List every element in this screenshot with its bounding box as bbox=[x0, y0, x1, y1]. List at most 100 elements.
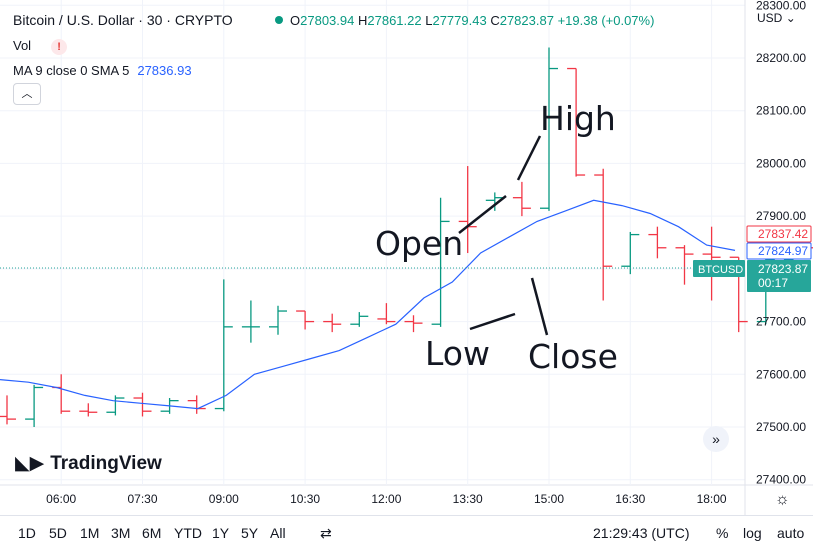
ohlc-bar bbox=[377, 303, 396, 325]
warning-icon[interactable]: ! bbox=[51, 38, 68, 55]
annotation-low: Low bbox=[425, 334, 490, 373]
x-tick-label: 16:30 bbox=[615, 492, 645, 506]
vol-indicator[interactable]: Vol! bbox=[13, 38, 68, 55]
chevron-up-icon: ︿ bbox=[21, 88, 33, 100]
ohlc-bar bbox=[431, 197, 450, 327]
y-tick-label: 28200.00 bbox=[756, 51, 806, 65]
y-tick-label: 27700.00 bbox=[756, 315, 806, 329]
x-tick-label: 18:00 bbox=[697, 492, 727, 506]
x-axis[interactable]: 06:00 07:30 09:00 10:30 12:00 13:30 15:00 16:30… bbox=[46, 492, 727, 506]
ohlc-bar bbox=[296, 310, 315, 330]
open-label: O bbox=[290, 13, 301, 28]
symbol-tag: BTCUSD bbox=[698, 264, 743, 276]
market-open-dot bbox=[275, 16, 283, 24]
y-tick-label: 27600.00 bbox=[756, 367, 806, 381]
ohlc-bar bbox=[404, 315, 423, 333]
x-tick-label: 15:00 bbox=[534, 492, 564, 506]
scroll-to-realtime-button[interactable]: » bbox=[703, 426, 729, 452]
low-value: 27779.43 bbox=[432, 13, 487, 28]
y-tick-label: 28100.00 bbox=[756, 104, 806, 118]
y-tick-label: 28000.00 bbox=[756, 156, 806, 170]
ohlc-bar bbox=[0, 395, 16, 425]
range-6m[interactable]: 6M bbox=[142, 525, 162, 541]
ohlc-bar bbox=[187, 395, 206, 414]
range-1y[interactable]: 1Y bbox=[212, 525, 230, 541]
x-tick-label: 06:00 bbox=[46, 492, 76, 506]
last-tag-box bbox=[747, 260, 811, 292]
date-range-icon[interactable]: ⇄ bbox=[320, 525, 332, 541]
last-tag: 27823.87 bbox=[758, 262, 808, 276]
ohlc-bar bbox=[133, 392, 152, 417]
log-toggle[interactable]: log bbox=[743, 525, 762, 541]
x-tick-label: 10:30 bbox=[290, 492, 320, 506]
high-value: 27861.22 bbox=[367, 13, 422, 28]
ohlc-bar bbox=[269, 305, 287, 335]
annotation-high: High bbox=[540, 99, 616, 138]
price-tags: 27837.42 27824.97 BTCUSD 27823.87 00:17 bbox=[693, 225, 812, 292]
high-tag-box bbox=[746, 242, 812, 260]
open-pointer bbox=[458, 195, 507, 234]
y-tick-label: 28300.00 bbox=[756, 0, 806, 12]
ohlc-bar bbox=[106, 395, 125, 416]
range-1d[interactable]: 1D bbox=[18, 525, 36, 541]
low-label: L bbox=[425, 13, 433, 28]
ohlc-bar bbox=[648, 226, 667, 259]
ohlc-bar bbox=[350, 312, 369, 327]
high-pointer bbox=[516, 135, 542, 181]
auto-toggle[interactable]: auto bbox=[777, 525, 805, 541]
ohlc-bar bbox=[25, 384, 44, 428]
open-value: 27803.94 bbox=[300, 13, 355, 28]
ma-label: MA 9 close 0 SMA 5 bbox=[13, 63, 130, 78]
ohlc-bar bbox=[594, 168, 613, 301]
close-label: C bbox=[490, 13, 500, 28]
ohlc-bar bbox=[79, 403, 98, 417]
ma-tag-box bbox=[746, 225, 812, 243]
range-ytd[interactable]: YTD bbox=[174, 525, 202, 541]
currency-label: USD bbox=[757, 11, 783, 25]
y-tick-label: 27500.00 bbox=[756, 420, 806, 434]
collapse-legend-button[interactable]: ︿ bbox=[13, 83, 41, 105]
percent-toggle[interactable]: % bbox=[716, 525, 729, 541]
ma-indicator[interactable]: MA 9 close 0 SMA 5 27836.93 bbox=[13, 63, 192, 78]
x-tick-label: 12:00 bbox=[371, 492, 401, 506]
x-tick-label: 09:00 bbox=[209, 492, 239, 506]
ohlc-bar bbox=[458, 166, 477, 254]
ohlc-bar bbox=[214, 279, 233, 412]
watermark-text: TradingView bbox=[50, 453, 162, 474]
countdown-tag: 00:17 bbox=[758, 276, 788, 290]
high-tag: 27824.97 bbox=[758, 244, 808, 258]
currency-selector[interactable]: USD ⌄ bbox=[757, 11, 796, 25]
ohlc-bars bbox=[0, 47, 813, 428]
ohlc-bar bbox=[567, 67, 586, 177]
ohlc-bar bbox=[485, 192, 504, 211]
ohlc-bar bbox=[241, 300, 260, 343]
y-axis[interactable]: 27400.00 27500.00 27600.00 27700.00 27900.00… bbox=[756, 0, 806, 487]
ohlc-bar bbox=[512, 181, 531, 217]
symbol-tag-box bbox=[693, 260, 745, 277]
annotation-open: Open bbox=[375, 224, 463, 263]
bottom-toolbar: 1D 5D 1M 3M 6M YTD 1Y 5Y All ⇄ 21:29:43 … bbox=[0, 515, 813, 548]
range-5y[interactable]: 5Y bbox=[241, 525, 259, 541]
y-tick-label: 27400.00 bbox=[756, 473, 806, 487]
range-1m[interactable]: 1M bbox=[80, 525, 100, 541]
ma-line bbox=[0, 199, 736, 410]
utc-clock[interactable]: 21:29:43 (UTC) bbox=[593, 525, 690, 541]
tradingview-logo-icon: ◣▶ bbox=[15, 453, 45, 474]
ohlc-bar bbox=[540, 47, 558, 211]
ohlc-legend: O27803.94 H27861.22 L27779.43 C27823.87 … bbox=[290, 13, 654, 28]
settings-gear-icon[interactable]: ☼ bbox=[775, 491, 790, 508]
ohlc-bar bbox=[621, 231, 640, 275]
ohlc-bar bbox=[52, 374, 71, 414]
double-chevron-right-icon: » bbox=[712, 431, 720, 447]
symbol-title[interactable]: Bitcoin / U.S. Dollar · 30 · CRYPTO bbox=[13, 12, 233, 28]
range-3m[interactable]: 3M bbox=[111, 525, 131, 541]
x-tick-label: 13:30 bbox=[453, 492, 483, 506]
ma-tag: 27837.42 bbox=[758, 227, 808, 241]
ohlc-bar bbox=[323, 313, 342, 333]
y-tick-label: 27900.00 bbox=[756, 209, 806, 223]
range-all[interactable]: All bbox=[270, 525, 286, 541]
ma-value: 27836.93 bbox=[137, 63, 192, 78]
high-label: H bbox=[357, 13, 368, 28]
range-5d[interactable]: 5D bbox=[49, 525, 67, 541]
